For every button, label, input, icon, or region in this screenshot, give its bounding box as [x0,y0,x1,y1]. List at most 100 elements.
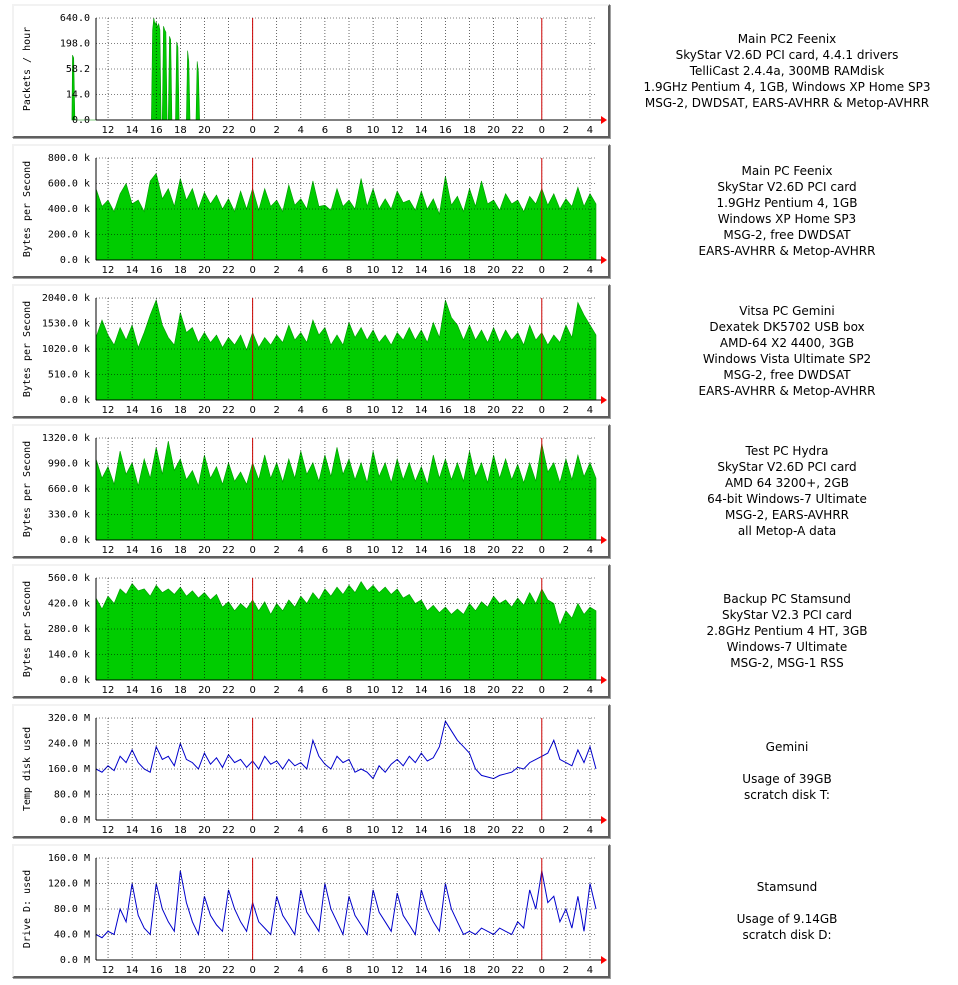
chart-description: Gemini Usage of 39GB scratch disk T: [616,704,958,838]
series-area-1 [95,172,597,261]
x-tick-label: 2 [274,685,280,696]
x-tick-label: 4 [298,405,304,416]
x-tick-label: 4 [587,685,593,696]
y-tick-label: 320.0 M [48,713,90,724]
x-tick-label: 14 [415,405,428,416]
x-tick-label: 4 [298,965,304,976]
description-line: SkyStar V2.6D PCI card, 4.4.1 drivers [675,48,899,62]
chart-panel: 160.0 M 120.0 M 80.0 M 40.0 M 0.0 M 12 14 16 18 2… [12,844,610,978]
y-tick-label: 2040.0 k [42,293,90,304]
x-tick-label: 12 [102,965,115,976]
y-tick-label: 800.0 k [48,153,90,164]
series-area-1 [95,581,597,681]
x-tick-label: 2 [274,825,280,836]
x-tick-label: 2 [563,685,569,696]
description-line: SkyStar V2.6D PCI card [717,180,857,194]
x-tick-label: 22 [222,825,235,836]
chart-svg: 1320.0 k 990.0 k 660.0 k 330.0 k 0.0 k 12 14 16… [22,433,607,556]
x-tick-label: 2 [274,405,280,416]
x-tick-label: 2 [274,545,280,556]
y-tick-label: 0.0 M [60,815,90,826]
x-tick-label: 22 [511,125,524,136]
x-tick-label: 0 [539,825,545,836]
chart-svg: 320.0 M 240.0 M 160.0 M 80.0 M 0.0 M 12 14 16 18… [22,713,607,836]
x-tick-label: 2 [563,825,569,836]
y-tick-label: 510.0 k [48,370,90,381]
x-tick-label: 8 [346,825,352,836]
y-tick-label: 160.0 M [48,764,90,775]
y-tick-label: 400.0 k [48,204,90,215]
chart-svg: 560.0 k 420.0 k 280.0 k 140.0 k 0.0 k 12 14 16 1… [22,573,607,696]
x-tick-label: 4 [298,685,304,696]
x-axis-arrow-icon [601,116,607,124]
y-tick-label: 14.0 [66,90,90,101]
y-tick-label: 330.0 k [48,510,90,521]
x-axis-arrow-icon [601,816,607,824]
x-tick-label: 14 [415,965,428,976]
description-line: Vitsa PC Gemini [739,304,835,318]
y-tick-label: 0.0 k [60,535,90,546]
description-line: MSG-2, DWDSAT, EARS-AVHRR & Metop-AVHRR [644,96,930,110]
x-tick-label: 16 [150,965,163,976]
x-tick-label: 6 [322,125,328,136]
x-tick-label: 0 [539,685,545,696]
chart-panel: 320.0 M 240.0 M 160.0 M 80.0 M 0.0 M 12 14 16 18… [12,704,610,838]
chart-svg: 160.0 M 120.0 M 80.0 M 40.0 M 0.0 M 12 14 16 18 2… [22,853,607,976]
x-tick-label: 16 [439,825,452,836]
x-axis-arrow-icon [601,956,607,964]
x-tick-label: 8 [346,965,352,976]
x-tick-label: 18 [463,965,476,976]
chart-description: Test PC Hydra SkyStar V2.6D PCI card AMD 6… [616,424,958,558]
description-line: Windows Vista Ultimate SP2 [702,352,872,366]
x-tick-label: 14 [415,545,428,556]
x-tick-label: 6 [322,265,328,276]
x-tick-label: 22 [222,405,235,416]
x-tick-label: 18 [174,545,187,556]
x-tick-label: 14 [415,685,428,696]
x-tick-label: 20 [487,125,500,136]
y-tick-label: 1020.0 k [42,344,90,355]
x-tick-label: 2 [563,545,569,556]
x-tick-label: 12 [391,685,404,696]
x-tick-label: 2 [274,965,280,976]
y-tick-label: 160.0 M [48,853,90,864]
y-tick-label: 80.0 M [54,904,90,915]
x-tick-label: 20 [487,825,500,836]
x-tick-label: 18 [174,965,187,976]
x-tick-label: 2 [563,265,569,276]
x-tick-label: 20 [487,965,500,976]
x-tick-label: 18 [463,405,476,416]
x-tick-label: 16 [439,405,452,416]
y-tick-label: 58.2 [66,64,90,75]
x-tick-label: 22 [511,965,524,976]
chart-description: Main PC Feenix SkyStar V2.6D PCI card 1.9G… [616,144,958,278]
x-tick-label: 18 [174,125,187,136]
x-tick-label: 12 [391,825,404,836]
y-axis-label: Temp disk used [22,727,33,811]
x-tick-label: 0 [539,545,545,556]
x-tick-label: 18 [174,405,187,416]
x-tick-label: 22 [511,545,524,556]
x-tick-label: 4 [298,545,304,556]
x-tick-label: 4 [587,965,593,976]
chart-svg: 2040.0 k 1530.0 k 1020.0 k 510.0 k 0.0 k 12 14… [22,293,607,416]
description-line: 1.9GHz Pentium 4, 1GB, Windows XP Home S… [643,80,931,94]
x-tick-label: 14 [126,125,139,136]
y-axis-label: Bytes per Second [22,301,33,397]
x-tick-label: 0 [249,545,255,556]
y-axis-label: Packets / hour [22,27,33,111]
x-tick-label: 4 [587,405,593,416]
y-tick-label: 0.0 k [60,255,90,266]
x-tick-label: 20 [198,685,211,696]
description-line: Usage of 9.14GB [736,912,838,926]
chart-svg: 800.0 k 600.0 k 400.0 k 200.0 k 0.0 k 12 14 16 1… [22,153,607,276]
x-tick-label: 2 [274,125,280,136]
x-tick-label: 12 [391,545,404,556]
x-tick-label: 8 [346,405,352,416]
x-tick-label: 8 [346,545,352,556]
x-tick-label: 20 [198,125,211,136]
x-tick-label: 22 [222,125,235,136]
y-tick-label: 40.0 M [54,930,90,941]
x-tick-label: 16 [439,685,452,696]
y-tick-label: 0.0 k [60,675,90,686]
